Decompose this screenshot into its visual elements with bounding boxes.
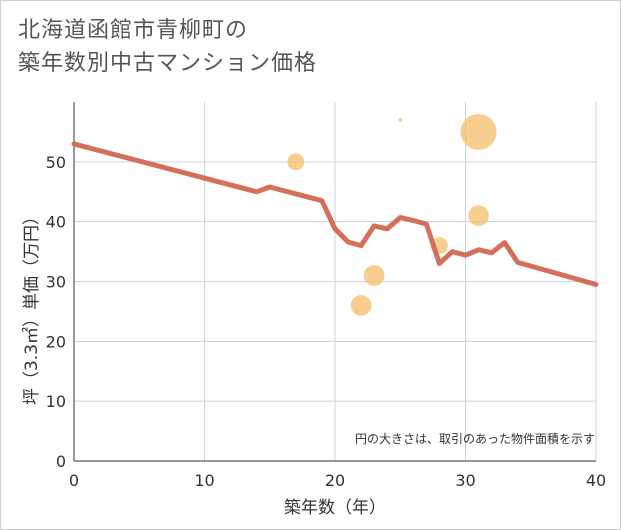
y-tick-label: 40	[46, 213, 66, 232]
chart-title: 北海道函館市青柳町の 築年数別中古マンション価格	[18, 14, 317, 80]
y-axis-label: 坪（3.3㎡）単価（万円）	[22, 208, 42, 405]
x-tick-label: 10	[194, 471, 214, 490]
bubble-point	[363, 265, 385, 286]
bubble-point	[287, 153, 305, 171]
bubble-size-note: 円の大きさは、取引のあった物件面積を示す	[355, 431, 595, 446]
bubble-point	[398, 118, 403, 122]
y-tick-label: 30	[46, 273, 66, 292]
y-tick-label: 50	[46, 153, 66, 172]
price-line	[71, 141, 599, 287]
bubble-point	[468, 205, 489, 227]
tick-labels: 0 10 20 30 40 0 10 20 30 40 50	[46, 153, 607, 490]
bubble-series	[287, 113, 497, 316]
x-tick-label: 40	[586, 471, 606, 490]
y-tick-label: 20	[46, 332, 66, 351]
chart-title-line-1: 北海道函館市青柳町の	[18, 18, 249, 43]
x-tick-label: 20	[325, 471, 345, 490]
x-tick-label: 30	[455, 471, 475, 490]
x-axis-label: 築年数（年）	[284, 498, 386, 518]
x-tick-label: 0	[69, 471, 79, 490]
y-tick-label: 0	[56, 452, 66, 471]
bubble-point	[460, 113, 497, 150]
bubble-point	[350, 295, 372, 316]
grid-lines	[73, 102, 597, 462]
chart-title-line-2: 築年数別中古マンション価格	[18, 51, 318, 76]
price-line-series	[71, 141, 599, 287]
y-tick-label: 10	[46, 392, 66, 411]
